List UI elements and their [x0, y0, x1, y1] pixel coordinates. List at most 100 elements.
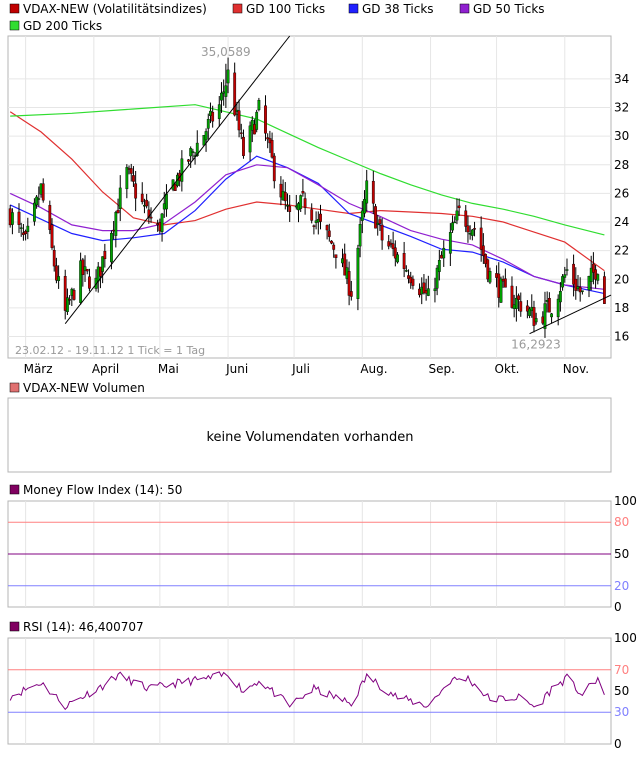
mfi-tick-0: 0 — [614, 600, 622, 614]
candle-down — [578, 286, 582, 293]
candle-down — [411, 278, 415, 286]
legend-swatch-volume — [9, 382, 20, 393]
candle-down — [332, 244, 336, 250]
y-tick-label: 16 — [614, 330, 629, 344]
candle-up — [33, 202, 36, 222]
candle-down — [88, 276, 91, 289]
y-tick-label: 22 — [614, 244, 629, 258]
rsi-tick-30: 30 — [614, 705, 629, 719]
candle-up — [534, 318, 538, 323]
candlesticks — [8, 57, 606, 338]
candle-down — [457, 205, 461, 209]
candle-up — [558, 291, 562, 303]
candle-down — [288, 205, 292, 212]
rsi-legend-label: RSI (14): 46,400707 — [23, 620, 144, 634]
candle-up — [248, 125, 252, 153]
candle-up — [195, 142, 199, 157]
candle-down — [371, 180, 375, 204]
legend-swatch-gd50 — [459, 3, 470, 14]
candle-up — [299, 195, 303, 209]
candle-up — [437, 260, 441, 272]
candle-down — [149, 216, 153, 219]
candle-up — [448, 231, 452, 254]
mfi-tick-100: 100 — [614, 494, 637, 508]
candle-down — [591, 263, 595, 273]
candle-down — [380, 224, 384, 241]
candle-down — [50, 224, 54, 248]
candle-down — [574, 278, 578, 291]
x-tick-label: Juni — [225, 362, 248, 376]
candle-down — [211, 111, 215, 122]
candle-up — [220, 92, 223, 101]
candle-up — [257, 99, 261, 111]
candle-down — [327, 230, 331, 237]
gd100-line — [9, 111, 605, 272]
legend-swatch-gd100 — [232, 3, 243, 14]
candle-up — [66, 297, 69, 312]
candle-down — [116, 209, 120, 214]
x-tick-label: Mai — [158, 362, 179, 376]
candle-down — [85, 268, 89, 272]
price-vertical-grid — [25, 36, 566, 358]
candle-up — [580, 290, 584, 292]
candle-down — [310, 209, 314, 221]
candle-up — [499, 278, 503, 303]
candle-down — [325, 225, 329, 231]
candle-up — [365, 180, 369, 204]
candle-up — [217, 104, 221, 119]
x-tick-label: April — [92, 362, 119, 376]
candle-down — [519, 301, 523, 312]
candle-down — [378, 219, 382, 224]
candle-down — [479, 227, 483, 250]
rsi-tick-0: 0 — [614, 737, 622, 751]
price-legend: VDAX-NEW (Volatilitätsindizes) GD 100 Ti… — [9, 2, 545, 33]
legend-label-gd100: GD 100 Ticks — [246, 2, 325, 16]
legend-label-main: VDAX-NEW (Volatilitätsindizes) — [23, 2, 207, 16]
candle-up — [110, 232, 113, 263]
candle-down — [41, 183, 45, 201]
candle-up — [587, 275, 591, 291]
candle-down — [572, 263, 575, 285]
candle-down — [343, 253, 347, 276]
candle-down — [239, 132, 243, 134]
x-tick-label: Okt. — [495, 362, 520, 376]
candle-down — [334, 254, 338, 259]
mfi-tick-80: 80 — [614, 515, 629, 529]
candle-up — [396, 254, 399, 263]
candle-up — [114, 212, 118, 236]
candle-down — [129, 168, 133, 174]
candle-down — [330, 240, 333, 244]
candle-down — [301, 191, 305, 194]
x-tick-label: Juli — [291, 362, 310, 376]
mfi-panel: Money Flow Index (14): 50 100 80 50 20 0 — [7, 483, 637, 614]
rsi-line — [9, 671, 605, 711]
trendline — [64, 35, 291, 324]
candle-up — [224, 85, 228, 97]
price-horizontal-grid — [8, 78, 611, 338]
candle-down — [279, 183, 283, 198]
candle-up — [488, 270, 492, 283]
x-tick-label: März — [24, 362, 53, 376]
candle-up — [470, 229, 474, 236]
candle-down — [486, 259, 490, 280]
x-axis-labels: März April Mai Juni Juli Aug. Sep. Okt. Nov. — [24, 362, 589, 376]
candle-up — [57, 276, 61, 281]
candle-up — [563, 274, 567, 278]
rsi-tick-100: 100 — [614, 631, 637, 645]
y-tick-label: 18 — [614, 301, 629, 315]
mfi-tick-50: 50 — [614, 547, 629, 561]
candle-down — [473, 228, 476, 230]
candle-down — [466, 225, 470, 233]
candle-down — [270, 140, 274, 158]
candle-down — [464, 210, 468, 227]
candle-up — [404, 270, 408, 272]
candle-up — [550, 313, 553, 318]
y-tick-label: 34 — [614, 72, 629, 86]
candle-down — [547, 297, 551, 313]
candle-down — [264, 105, 267, 134]
candle-up — [206, 118, 210, 129]
rsi-vertical-grid — [25, 638, 566, 744]
moving-average-lines — [9, 104, 605, 295]
candle-up — [191, 151, 195, 153]
